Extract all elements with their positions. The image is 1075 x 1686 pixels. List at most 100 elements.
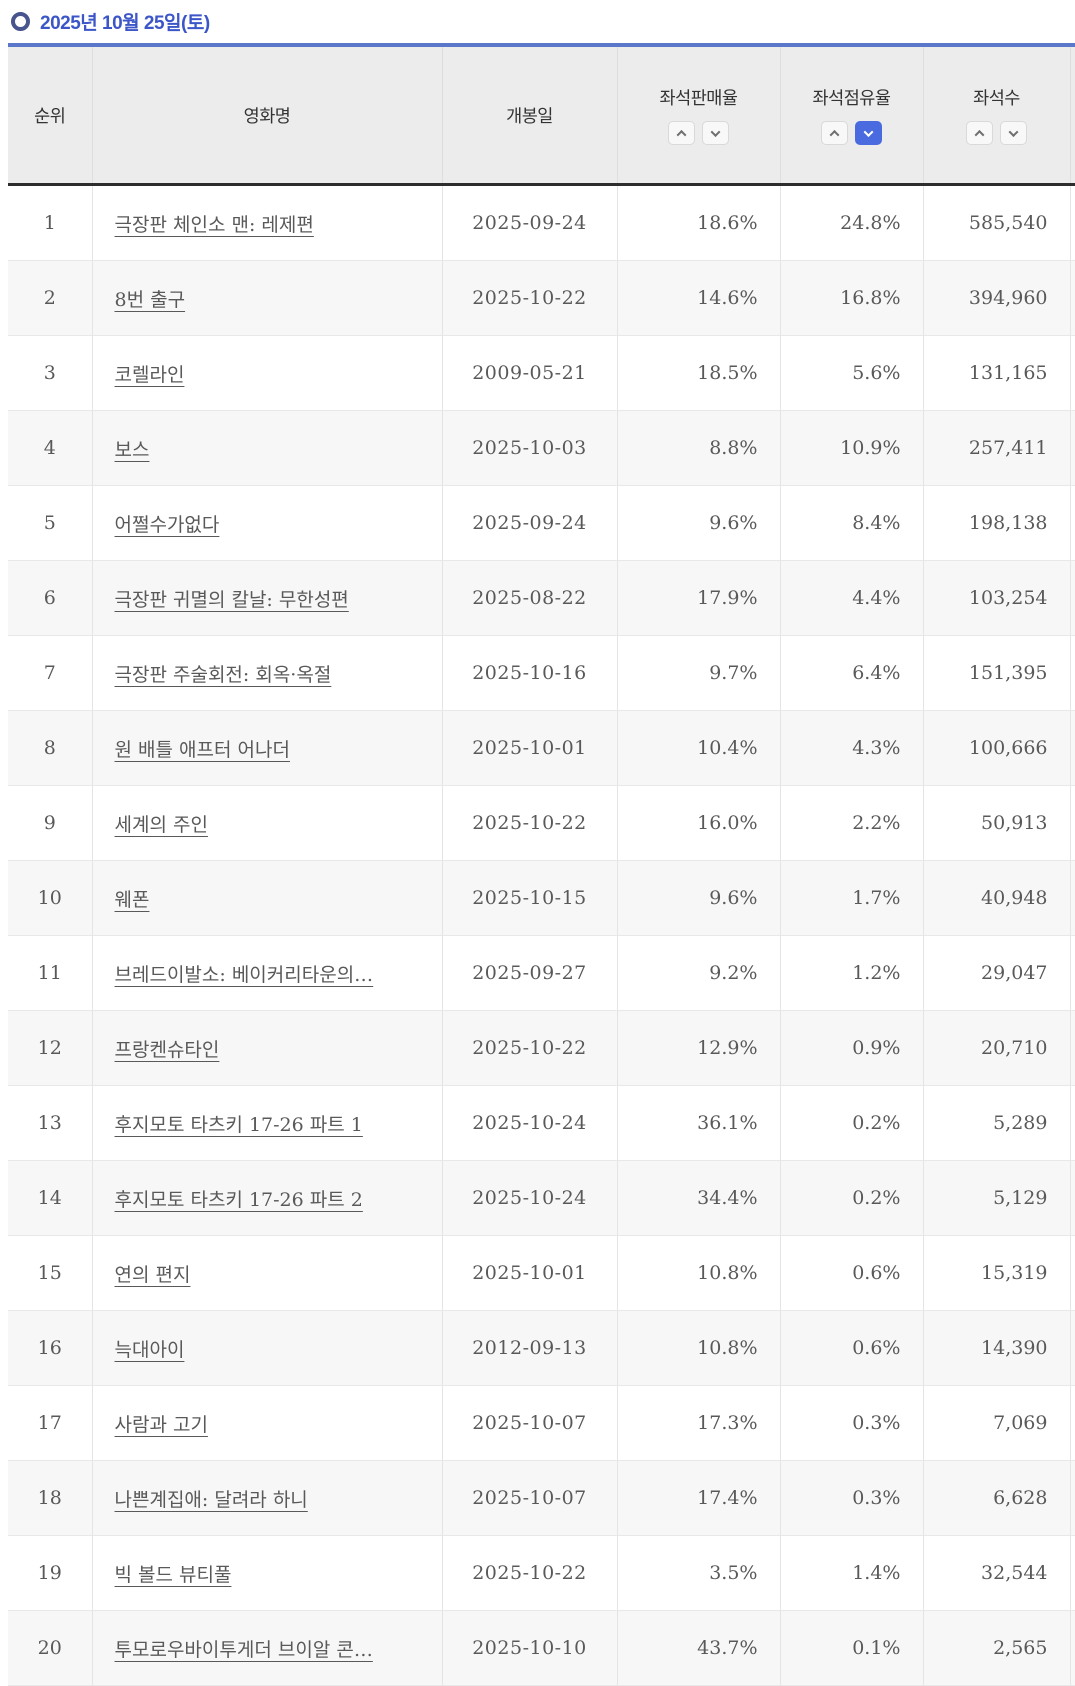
rank-cell: 9: [8, 785, 92, 861]
cutoff-cell: [1069, 260, 1075, 336]
table-row: 4 보스 2025-10-03 8.8% 10.9% 257,411: [8, 410, 1075, 486]
movie-link[interactable]: 보스: [114, 438, 150, 461]
cutoff-cell: [1069, 184, 1075, 261]
release-date-cell: 2025-10-16: [441, 635, 617, 711]
movie-title-cell: 8번 출구: [91, 260, 442, 336]
movie-title-cell: 나쁜계집애: 달려라 하니: [91, 1460, 442, 1536]
header-movie-title-label: 영화명: [243, 105, 291, 126]
movie-title-cell: 브레드이발소: 베이커리타운의…: [91, 935, 442, 1011]
table-row: 20 투모로우바이투게더 브이알 콘… 2025-10-10 43.7% 0.1% 2,5…: [8, 1610, 1075, 1686]
table-row: 7 극장판 주술회전: 회옥·옥절 2025-10-16 9.7% 6.4% 151,39…: [8, 635, 1075, 711]
sort-asc-button-seat-occupancy[interactable]: [821, 121, 848, 145]
seat-sales-rate-cell: 17.9%: [616, 560, 780, 636]
rank-cell: 16: [8, 1310, 92, 1386]
rank-cell: 2: [8, 260, 92, 336]
movie-title-cell: 투모로우바이투게더 브이알 콘…: [91, 1610, 442, 1686]
seat-sales-rate-cell: 12.9%: [616, 1010, 780, 1086]
movie-title-cell: 보스: [91, 410, 442, 486]
release-date-cell: 2025-10-24: [441, 1085, 617, 1161]
table-header-row: 순위 영화명 개봉일 좌석판매율: [8, 45, 1075, 186]
seat-occupancy-cell: 0.2%: [779, 1085, 923, 1161]
header-cutoff-column: [1069, 45, 1075, 186]
table-row: 18 나쁜계집애: 달려라 하니 2025-10-07 17.4% 0.3% 6,628: [8, 1460, 1075, 1536]
seat-occupancy-cell: 2.2%: [779, 785, 923, 861]
seat-occupancy-cell: 1.4%: [779, 1535, 923, 1611]
seat-occupancy-cell: 4.3%: [779, 710, 923, 786]
movie-link[interactable]: 웨폰: [114, 888, 150, 911]
movie-link[interactable]: 투모로우바이투게더 브이알 콘…: [114, 1638, 373, 1661]
header-seat-count: 좌석수: [922, 45, 1070, 186]
seat-occupancy-cell: 8.4%: [779, 485, 923, 561]
sort-desc-button-seat-count[interactable]: [1000, 121, 1027, 145]
table-row: 9 세계의 주인 2025-10-22 16.0% 2.2% 50,913: [8, 785, 1075, 861]
release-date-cell: 2025-10-24: [441, 1160, 617, 1236]
movie-title-cell: 빅 볼드 뷰티풀: [91, 1535, 442, 1611]
movie-link[interactable]: 후지모토 타츠키 17-26 파트 2: [114, 1188, 363, 1211]
movie-link[interactable]: 극장판 체인소 맨: 레제편: [114, 213, 314, 236]
movie-link[interactable]: 브레드이발소: 베이커리타운의…: [114, 963, 374, 986]
movie-title-cell: 어쩔수가없다: [91, 485, 442, 561]
rank-cell: 14: [8, 1160, 92, 1236]
header-release-date-label: 개봉일: [506, 105, 553, 126]
movie-link[interactable]: 극장판 주술회전: 회옥·옥절: [114, 663, 332, 686]
movie-link[interactable]: 사람과 고기: [114, 1413, 208, 1436]
movie-link[interactable]: 연의 편지: [114, 1263, 191, 1286]
seat-sales-rate-cell: 3.5%: [616, 1535, 780, 1611]
sort-desc-button-seat-occupancy-active[interactable]: [855, 121, 882, 145]
movie-link[interactable]: 늑대아이: [114, 1338, 185, 1361]
chevron-down-icon: [710, 126, 721, 137]
seat-occupancy-cell: 0.3%: [779, 1460, 923, 1536]
sort-asc-button-seat-count[interactable]: [966, 121, 993, 145]
rank-cell: 11: [8, 935, 92, 1011]
seat-count-cell: 131,165: [922, 335, 1070, 411]
seat-count-cell: 394,960: [922, 260, 1070, 336]
movie-link[interactable]: 극장판 귀멸의 칼날: 무한성편: [114, 588, 349, 611]
rank-cell: 3: [8, 335, 92, 411]
movie-link[interactable]: 빅 볼드 뷰티풀: [114, 1563, 232, 1586]
rank-cell: 6: [8, 560, 92, 636]
seat-count-cell: 20,710: [922, 1010, 1070, 1086]
rank-cell: 4: [8, 410, 92, 486]
table-body: 1 극장판 체인소 맨: 레제편 2025-09-24 18.6% 24.8% 585,5…: [8, 184, 1075, 1686]
movie-link[interactable]: 프랑켄슈타인: [114, 1038, 220, 1061]
release-date-cell: 2025-10-07: [441, 1460, 617, 1536]
movie-title-cell: 연의 편지: [91, 1235, 442, 1311]
seat-sales-rate-cell: 17.4%: [616, 1460, 780, 1536]
page-title: 2025년 10월 25일(토): [40, 13, 210, 34]
movie-link[interactable]: 후지모토 타츠키 17-26 파트 1: [114, 1113, 363, 1136]
seat-occupancy-cell: 1.7%: [779, 860, 923, 936]
rank-cell: 13: [8, 1085, 92, 1161]
seat-occupancy-cell: 24.8%: [779, 184, 923, 261]
rank-cell: 15: [8, 1235, 92, 1311]
movie-link[interactable]: 코렐라인: [114, 363, 185, 386]
sort-desc-button-seat-sales-rate[interactable]: [702, 121, 729, 145]
sort-asc-button-seat-sales-rate[interactable]: [668, 121, 695, 145]
seat-count-cell: 6,628: [922, 1460, 1070, 1536]
cutoff-cell: [1069, 635, 1075, 711]
release-date-cell: 2025-09-24: [441, 485, 617, 561]
rank-cell: 8: [8, 710, 92, 786]
table-row: 12 프랑켄슈타인 2025-10-22 12.9% 0.9% 20,710: [8, 1010, 1075, 1086]
seat-sales-rate-cell: 10.8%: [616, 1310, 780, 1386]
movie-link[interactable]: 세계의 주인: [114, 813, 208, 836]
seat-occupancy-cell: 6.4%: [779, 635, 923, 711]
release-date-cell: 2025-10-22: [441, 785, 617, 861]
release-date-cell: 2025-10-22: [441, 1010, 617, 1086]
header-seat-occupancy: 좌석점유율: [779, 45, 923, 186]
movie-title-cell: 코렐라인: [91, 335, 442, 411]
seat-count-cell: 151,395: [922, 635, 1070, 711]
movie-link[interactable]: 나쁜계집애: 달려라 하니: [114, 1488, 308, 1511]
cutoff-cell: [1069, 410, 1075, 486]
chevron-up-icon: [676, 129, 687, 140]
movie-link[interactable]: 원 배틀 애프터 어나더: [114, 738, 290, 761]
seat-sales-rate-cell: 43.7%: [616, 1610, 780, 1686]
movie-title-cell: 프랑켄슈타인: [91, 1010, 442, 1086]
rank-cell: 18: [8, 1460, 92, 1536]
movie-link[interactable]: 8번 출구: [114, 288, 186, 311]
release-date-cell: 2025-10-22: [441, 260, 617, 336]
seat-count-cell: 14,390: [922, 1310, 1070, 1386]
header-seat-sales-rate: 좌석판매율: [616, 45, 780, 186]
movie-link[interactable]: 어쩔수가없다: [114, 513, 220, 536]
movie-title-cell: 늑대아이: [91, 1310, 442, 1386]
